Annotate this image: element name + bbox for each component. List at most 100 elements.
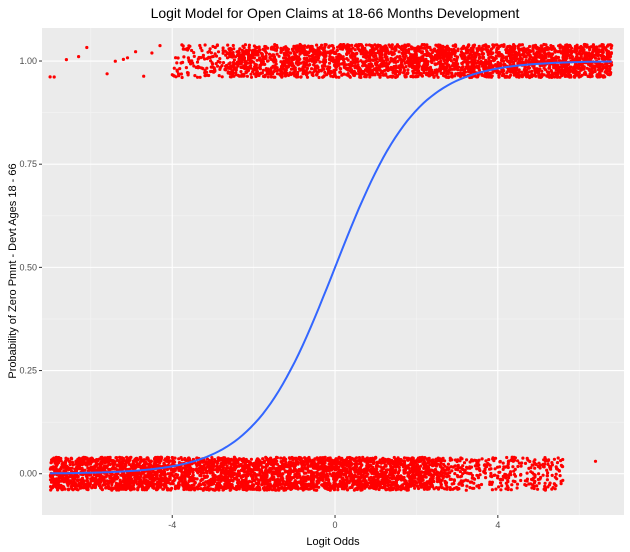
data-point-top: [344, 66, 348, 70]
data-point-top: [199, 56, 203, 60]
data-point-top: [484, 72, 488, 76]
data-point-top: [318, 60, 322, 64]
data-point-top: [447, 75, 451, 79]
data-point-top: [323, 43, 327, 47]
data-point-top: [397, 50, 401, 54]
data-point-top: [561, 69, 565, 73]
data-point-top: [389, 56, 393, 61]
data-point-top: [585, 44, 589, 48]
data-point-top: [242, 56, 247, 60]
data-point-top: [537, 73, 541, 77]
data-point-bottom: [205, 465, 209, 469]
data-point-top: [438, 67, 442, 71]
data-point-top: [574, 63, 578, 67]
data-point-top: [264, 67, 268, 71]
data-point-top: [505, 59, 510, 63]
data-point-top: [380, 53, 384, 57]
data-point-top: [376, 43, 380, 47]
data-point-top: [577, 70, 581, 74]
data-point-top: [250, 59, 254, 63]
data-point-top: [231, 43, 235, 48]
data-point-top: [549, 69, 553, 73]
data-point-top: [213, 45, 217, 50]
data-point-top: [520, 74, 524, 78]
data-point-top: [379, 62, 383, 66]
data-point-top: [605, 55, 609, 59]
data-point-top: [360, 46, 364, 50]
data-point-top: [515, 57, 519, 61]
data-point-top: [252, 44, 256, 48]
data-point-top: [273, 67, 277, 71]
data-point-top: [486, 48, 490, 52]
data-point-top: [589, 70, 593, 74]
data-point-top: [471, 67, 475, 71]
data-point-top: [341, 55, 345, 59]
data-point-top: [544, 43, 548, 47]
data-point-top: [609, 46, 613, 50]
data-point-top: [510, 50, 514, 54]
data-point-top: [422, 43, 426, 47]
data-point-top: [394, 64, 398, 68]
data-point-top: [554, 55, 558, 59]
data-point-top: [310, 73, 314, 77]
data-point-top: [451, 61, 455, 65]
data-point-top: [349, 70, 353, 74]
data-point-top: [522, 50, 526, 55]
data-point-top: [358, 75, 362, 79]
data-point-top: [363, 75, 367, 79]
data-point-top: [404, 48, 408, 53]
data-point-bottom: [208, 471, 212, 475]
data-point-top: [236, 63, 240, 67]
data-point-top: [278, 68, 282, 72]
data-point-top: [281, 62, 285, 66]
data-point-top: [527, 58, 531, 62]
data-point-top: [371, 50, 375, 54]
data-point-top: [172, 74, 176, 78]
data-point-top: [282, 67, 286, 71]
data-point-top: [328, 66, 332, 70]
data-point-top: [368, 75, 372, 79]
data-point-top: [180, 75, 184, 80]
data-point-top-sparse: [113, 59, 117, 63]
data-point-top: [604, 46, 608, 50]
data-point-top: [282, 59, 287, 63]
data-point-top: [383, 53, 387, 57]
data-point-top: [554, 66, 558, 70]
data-point-top: [552, 59, 556, 63]
data-point-top: [216, 59, 220, 64]
data-point-top: [236, 73, 240, 77]
data-point-top: [396, 59, 400, 64]
data-point-top: [243, 60, 247, 65]
data-point-top: [264, 55, 268, 59]
data-point-top: [339, 62, 344, 66]
data-point-top: [557, 59, 562, 63]
data-point-top: [409, 74, 413, 79]
data-point-top: [542, 66, 546, 70]
data-point-top: [184, 66, 188, 70]
data-point-top: [359, 59, 363, 63]
data-point-top: [227, 66, 231, 70]
data-point-top: [369, 62, 373, 66]
data-point-top: [556, 55, 561, 60]
data-point-bottom: [396, 471, 400, 475]
data-point-top: [378, 75, 382, 79]
data-point-top: [501, 54, 505, 58]
data-point-top: [471, 48, 475, 52]
data-point-top: [453, 43, 457, 47]
data-point-top: [211, 62, 215, 66]
data-point-top: [195, 60, 200, 64]
data-point-top: [528, 75, 532, 80]
data-point-top: [589, 45, 594, 49]
data-point-top: [289, 72, 293, 77]
data-point-top: [296, 46, 300, 50]
data-point-top: [598, 68, 602, 72]
data-point-bottom: [409, 484, 413, 488]
data-point-top: [487, 57, 491, 61]
data-point-top: [293, 66, 297, 70]
data-point-top: [279, 46, 283, 50]
data-point-top: [535, 45, 539, 49]
data-point-top: [357, 65, 361, 69]
data-point-top-sparse: [125, 56, 130, 60]
data-point-bottom: [202, 463, 206, 467]
data-point-top: [231, 60, 235, 65]
